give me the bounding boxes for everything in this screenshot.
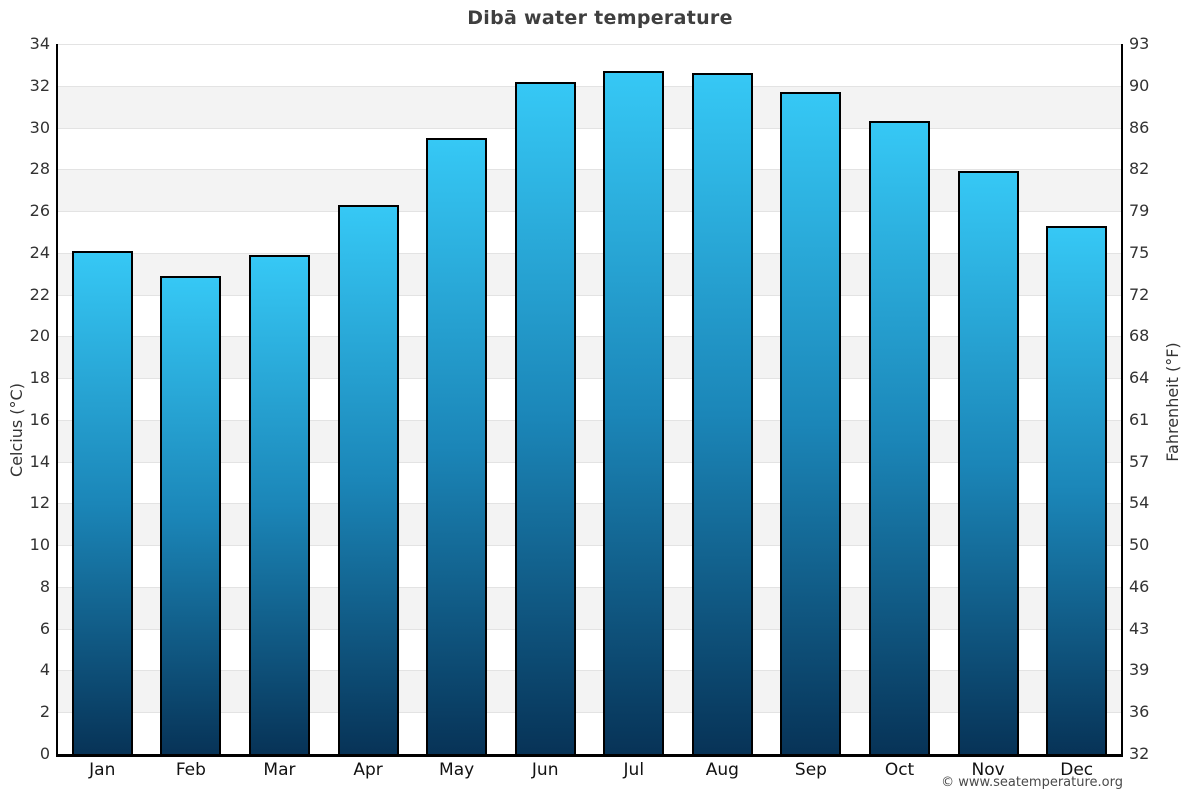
month-label-jun: Jun xyxy=(531,760,559,780)
fahrenheit-tick-label: 75 xyxy=(1129,242,1150,262)
bar-mar xyxy=(248,254,310,754)
bar-oct xyxy=(869,121,931,754)
fahrenheit-tick-label: 86 xyxy=(1129,117,1150,137)
month-label-mar: Mar xyxy=(263,760,296,780)
bar-jun xyxy=(514,81,576,754)
grid-band xyxy=(58,419,1121,462)
celsius-tick-label: 6 xyxy=(39,618,50,638)
grid-band xyxy=(58,85,1121,128)
celsius-tick-label: 34 xyxy=(29,34,50,53)
month-label-nov: Nov xyxy=(971,760,1005,780)
celsius-tick-label: 14 xyxy=(29,451,50,471)
celsius-tick-label: 0 xyxy=(39,744,50,763)
copyright-text: © www.seatemperature.org xyxy=(941,775,1123,790)
grid-band xyxy=(58,336,1121,379)
celsius-tick-label: 16 xyxy=(29,409,50,429)
fahrenheit-tick-label: 36 xyxy=(1129,702,1150,722)
bar-apr xyxy=(337,204,399,754)
celsius-tick-label: 22 xyxy=(29,284,50,304)
fahrenheit-tick-label: 50 xyxy=(1129,535,1150,555)
celsius-tick-label: 32 xyxy=(29,75,50,95)
grid-band xyxy=(58,127,1121,170)
month-label-feb: Feb xyxy=(175,760,206,780)
celsius-tick-label: 20 xyxy=(29,326,50,346)
grid-band xyxy=(58,44,1121,86)
month-label-dec: Dec xyxy=(1060,760,1094,780)
bar-jul xyxy=(603,71,665,754)
plot-inner xyxy=(58,44,1121,754)
grid-band xyxy=(58,628,1121,671)
fahrenheit-tick-label: 90 xyxy=(1129,75,1150,95)
fahrenheit-tick-label: 32 xyxy=(1129,744,1150,763)
celsius-tick-label: 4 xyxy=(39,660,50,680)
celsius-tick-label: 30 xyxy=(29,117,50,137)
bar-may xyxy=(426,137,488,754)
grid-band xyxy=(58,378,1121,420)
grid-band xyxy=(58,169,1121,212)
grid-band xyxy=(58,294,1121,337)
fahrenheit-tick-label: 64 xyxy=(1129,368,1150,388)
grid-band xyxy=(58,545,1121,587)
fahrenheit-tick-label: 79 xyxy=(1129,201,1150,221)
bar-sep xyxy=(780,92,842,754)
fahrenheit-tick-label: 57 xyxy=(1129,451,1150,471)
fahrenheit-tick-label: 82 xyxy=(1129,159,1150,179)
fahrenheit-tick-label: 93 xyxy=(1129,34,1150,53)
bar-nov xyxy=(957,171,1019,754)
grid-band xyxy=(58,503,1121,546)
fahrenheit-tick-label: 43 xyxy=(1129,618,1150,638)
bar-feb xyxy=(160,275,222,754)
month-label-jul: Jul xyxy=(623,760,645,780)
grid-band xyxy=(58,670,1121,713)
month-label-jan: Jan xyxy=(89,760,116,780)
fahrenheit-tick-label: 54 xyxy=(1129,493,1150,513)
grid-band xyxy=(58,211,1121,253)
fahrenheit-tick-label: 72 xyxy=(1129,284,1150,304)
month-label-aug: Aug xyxy=(705,760,739,780)
grid-band xyxy=(58,461,1121,504)
month-label-may: May xyxy=(439,760,475,780)
fahrenheit-tick-label: 61 xyxy=(1129,409,1150,429)
chart-title: Dibā water temperature xyxy=(467,7,733,29)
celsius-tick-label: 24 xyxy=(29,242,50,262)
celsius-tick-label: 2 xyxy=(39,702,50,722)
month-label-sep: Sep xyxy=(794,760,827,780)
fahrenheit-tick-label: 39 xyxy=(1129,660,1150,680)
celsius-tick-label: 10 xyxy=(29,535,50,555)
celsius-tick-label: 28 xyxy=(29,159,50,179)
celsius-tick-label: 18 xyxy=(29,368,50,388)
month-label-apr: Apr xyxy=(353,760,383,780)
grid-band xyxy=(58,252,1121,295)
month-label-oct: Oct xyxy=(884,760,915,780)
fahrenheit-tick-label: 68 xyxy=(1129,326,1150,346)
fahrenheit-tick-label: 46 xyxy=(1129,576,1150,596)
celsius-tick-label: 8 xyxy=(39,576,50,596)
grid-band xyxy=(58,712,1121,754)
celsius-tick-label: 26 xyxy=(29,201,50,221)
celsius-tick-label: 12 xyxy=(29,493,50,513)
bar-aug xyxy=(691,73,753,754)
grid-band xyxy=(58,586,1121,629)
bar-jan xyxy=(71,250,133,754)
plot-area xyxy=(56,44,1123,757)
bar-dec xyxy=(1046,225,1108,754)
